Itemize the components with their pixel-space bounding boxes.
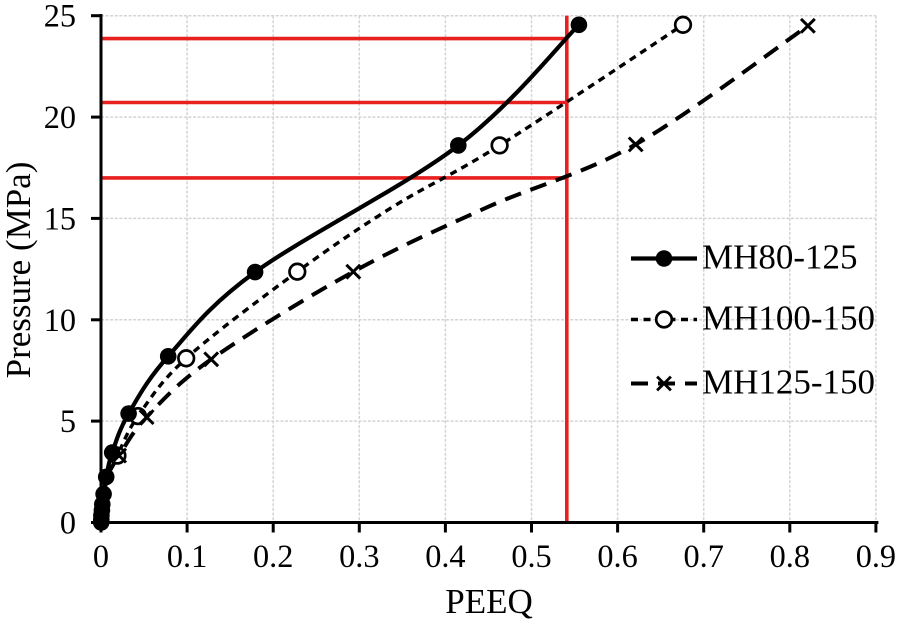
svg-text:15: 15 — [44, 200, 76, 236]
svg-text:0.5: 0.5 — [511, 538, 551, 574]
svg-text:0.8: 0.8 — [770, 538, 810, 574]
svg-text:Pressure (MPa): Pressure (MPa) — [0, 162, 38, 379]
svg-text:0.2: 0.2 — [253, 538, 293, 574]
svg-text:10: 10 — [44, 302, 76, 338]
svg-text:MH100-150: MH100-150 — [702, 299, 875, 338]
svg-text:0: 0 — [93, 538, 109, 574]
svg-text:0.4: 0.4 — [425, 538, 465, 574]
svg-text:0.1: 0.1 — [167, 538, 207, 574]
svg-text:MH125-150: MH125-150 — [702, 363, 875, 402]
svg-text:20: 20 — [44, 99, 76, 135]
svg-text:0.7: 0.7 — [684, 538, 724, 574]
svg-text:PEEQ: PEEQ — [445, 582, 533, 621]
svg-text:0.6: 0.6 — [597, 538, 637, 574]
svg-text:MH80-125: MH80-125 — [702, 238, 858, 277]
svg-text:0: 0 — [60, 505, 76, 541]
svg-text:5: 5 — [60, 403, 76, 439]
svg-text:0.9: 0.9 — [856, 538, 896, 574]
svg-text:25: 25 — [44, 0, 76, 34]
svg-text:0.3: 0.3 — [339, 538, 379, 574]
